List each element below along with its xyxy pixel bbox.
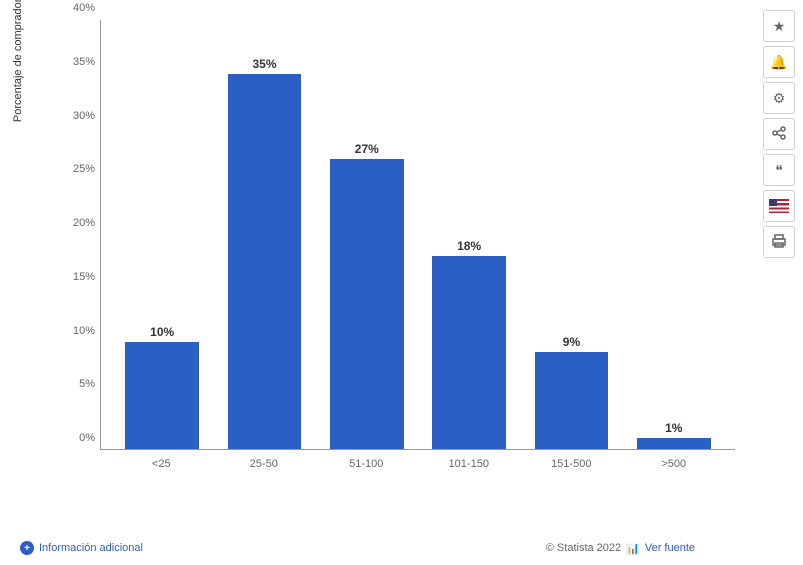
favorite-button[interactable]: ★ bbox=[763, 10, 795, 42]
view-source-link[interactable]: Ver fuente bbox=[645, 542, 695, 554]
star-icon: ★ bbox=[773, 18, 786, 35]
footer-right: © Statista 2022 📊 Ver fuente bbox=[546, 542, 695, 555]
y-tick: 20% bbox=[60, 217, 100, 229]
settings-button[interactable]: ⚙ bbox=[763, 82, 795, 114]
cite-button[interactable]: ❝ bbox=[763, 154, 795, 186]
y-tick: 15% bbox=[60, 271, 100, 283]
bar-group: 27% bbox=[316, 20, 418, 449]
footer: + Información adicional © Statista 2022 … bbox=[20, 541, 695, 555]
toolbar: ★ 🔔 ⚙ ❝ bbox=[755, 0, 803, 565]
y-tick: 25% bbox=[60, 163, 100, 175]
bar[interactable] bbox=[535, 352, 609, 449]
locale-button[interactable] bbox=[763, 190, 795, 222]
bell-icon: 🔔 bbox=[770, 54, 787, 71]
plot-area: 10% 35% 27% 18% 9% 1% bbox=[100, 20, 735, 450]
bar-group: 1% bbox=[623, 20, 725, 449]
print-button[interactable] bbox=[763, 226, 795, 258]
copyright-text: © Statista 2022 bbox=[546, 542, 621, 554]
bar-value-label: 35% bbox=[252, 57, 276, 71]
x-tick: 151-500 bbox=[520, 450, 623, 480]
notify-button[interactable]: 🔔 bbox=[763, 46, 795, 78]
statista-logo[interactable]: 📊 bbox=[626, 542, 640, 555]
bar-value-label: 10% bbox=[150, 325, 174, 339]
bar-value-label: 18% bbox=[457, 239, 481, 253]
plus-icon[interactable]: + bbox=[20, 541, 34, 555]
bar[interactable] bbox=[637, 438, 711, 449]
bar[interactable] bbox=[228, 74, 302, 449]
y-tick: 35% bbox=[60, 56, 100, 68]
bar-value-label: 27% bbox=[355, 142, 379, 156]
bar-group: 10% bbox=[111, 20, 213, 449]
bar-group: 9% bbox=[520, 20, 622, 449]
bar-group: 35% bbox=[213, 20, 315, 449]
bar-value-label: 9% bbox=[563, 335, 580, 349]
y-tick: 0% bbox=[60, 432, 100, 444]
gear-icon: ⚙ bbox=[773, 90, 786, 107]
y-axis: 0%5%10%15%20%25%30%35%40% bbox=[60, 20, 100, 450]
bar-group: 18% bbox=[418, 20, 520, 449]
bar[interactable] bbox=[125, 342, 199, 449]
x-tick: <25 bbox=[110, 450, 213, 480]
y-tick: 10% bbox=[60, 325, 100, 337]
x-tick: >500 bbox=[623, 450, 726, 480]
footer-left: + Información adicional bbox=[20, 541, 143, 555]
y-tick: 40% bbox=[60, 2, 100, 14]
share-icon bbox=[771, 125, 787, 144]
chart-wrapper: Porcentaje de compradores online por fra… bbox=[60, 20, 735, 480]
additional-info-link[interactable]: Información adicional bbox=[39, 542, 143, 554]
x-axis: <2525-5051-100101-150151-500>500 bbox=[100, 450, 735, 480]
x-tick: 101-150 bbox=[418, 450, 521, 480]
x-tick: 51-100 bbox=[315, 450, 418, 480]
y-tick: 30% bbox=[60, 110, 100, 122]
bar-value-label: 1% bbox=[665, 421, 682, 435]
y-axis-label: Porcentaje de compradores online por fra… bbox=[12, 0, 24, 122]
x-tick: 25-50 bbox=[213, 450, 316, 480]
bar[interactable] bbox=[330, 159, 404, 449]
bar[interactable] bbox=[432, 256, 506, 449]
quote-icon: ❝ bbox=[775, 162, 783, 179]
share-button[interactable] bbox=[763, 118, 795, 150]
print-icon bbox=[771, 233, 787, 252]
flag-icon bbox=[769, 199, 789, 213]
bars-container: 10% 35% 27% 18% 9% 1% bbox=[101, 20, 735, 449]
chart-area: Porcentaje de compradores online por fra… bbox=[0, 0, 755, 565]
y-tick: 5% bbox=[60, 378, 100, 390]
